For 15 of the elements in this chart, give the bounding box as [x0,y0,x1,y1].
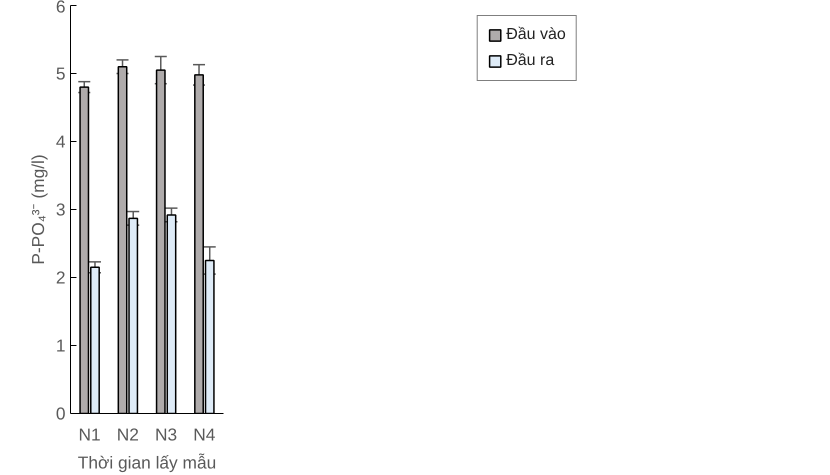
y-tick-label: 3 [56,200,66,220]
y-tick-label: 1 [56,336,66,356]
legend-label: Đầu ra [506,52,554,70]
x-axis-title: Thời gian lấy mẫu [78,452,216,472]
x-tick-label: N1 [78,424,101,444]
y-tick-label: 4 [56,132,66,152]
legend-label: Đầu vào [506,26,566,44]
y-axis-title: P-PO₄³⁻ (mg/l) [28,154,48,265]
x-tick-label: N3 [155,424,178,444]
y-tick-label: 6 [56,0,66,16]
y-tick-label: 5 [56,64,66,84]
y-tick-label: 0 [56,404,66,424]
x-tick-label: N2 [116,424,139,444]
y-tick-label: 2 [56,268,66,288]
x-tick-label: N4 [193,424,216,444]
